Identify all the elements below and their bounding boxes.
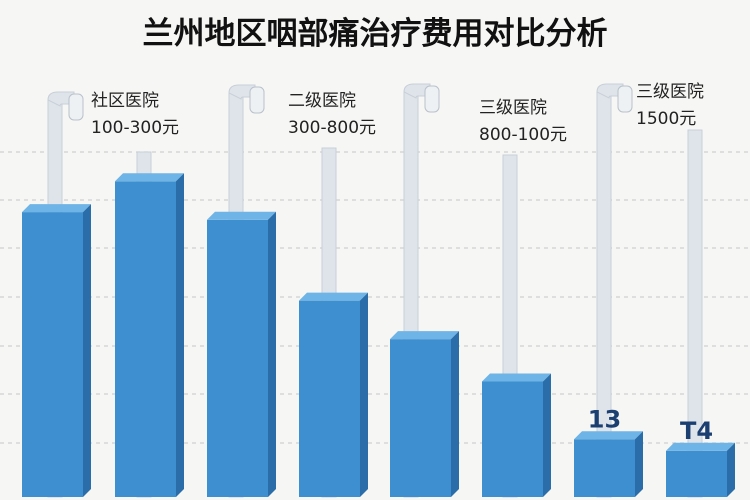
- bar-top: [115, 173, 184, 182]
- annotation-value: 100-300元: [91, 118, 179, 138]
- bar-top: [482, 373, 551, 382]
- chart-title: 兰州地区咽部痛治疗费用对比分析: [143, 16, 608, 52]
- bar-side: [543, 373, 551, 497]
- bar-top: [299, 292, 368, 301]
- faucet-icon: [617, 85, 633, 113]
- faucet-icon: [424, 85, 440, 113]
- bar-label: 13: [588, 405, 621, 433]
- annotation-value: 800-100元: [479, 125, 567, 145]
- bars: [22, 173, 735, 498]
- bar-side: [635, 431, 643, 497]
- bar-labels: 13 T4: [588, 405, 713, 445]
- bar: [666, 450, 727, 497]
- gridlines: [0, 151, 750, 444]
- annotation-label: 三级医院: [479, 98, 547, 118]
- bar-side: [83, 204, 91, 497]
- bar: [482, 381, 543, 497]
- bar-top: [390, 331, 459, 340]
- bar: [390, 339, 451, 497]
- annotations: 社区医院100-300元二级医院300-800元三级医院800-100元三级医院…: [91, 82, 704, 145]
- bar: [115, 181, 176, 498]
- bar-top: [666, 442, 735, 451]
- bar-side: [451, 331, 459, 497]
- annotation-value: 1500元: [636, 109, 696, 129]
- bar-side: [176, 173, 184, 498]
- bar: [574, 439, 635, 497]
- annotation-label: 二级医院: [288, 91, 356, 111]
- faucet-icon: [249, 86, 265, 114]
- bar: [22, 212, 83, 497]
- bar-label: T4: [680, 417, 713, 445]
- bar-top: [207, 211, 276, 220]
- annotation-value: 300-800元: [288, 118, 376, 138]
- bar-side: [268, 211, 276, 498]
- bar: [299, 300, 360, 497]
- annotation-label: 三级医院: [636, 82, 704, 102]
- bar-top: [574, 431, 643, 440]
- bar-side: [727, 442, 735, 497]
- bar-side: [360, 292, 368, 497]
- bar: [207, 219, 268, 498]
- annotation-label: 社区医院: [91, 91, 159, 111]
- faucet-icon: [68, 93, 84, 121]
- bar-top: [22, 204, 91, 213]
